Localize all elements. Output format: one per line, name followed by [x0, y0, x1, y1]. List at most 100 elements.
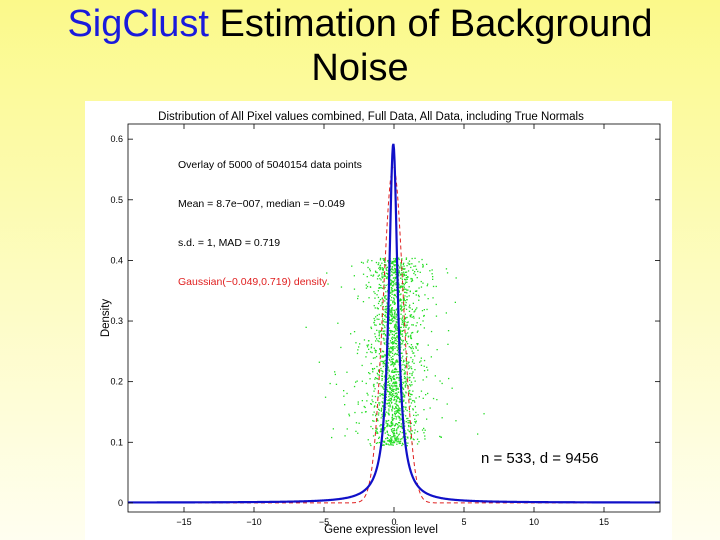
data-point [394, 264, 396, 266]
data-point [395, 325, 397, 327]
data-point [397, 426, 399, 428]
data-point [405, 392, 407, 394]
data-point [376, 294, 378, 296]
data-point [414, 421, 416, 423]
data-point [375, 324, 377, 326]
data-point [425, 376, 428, 378]
data-point [406, 361, 408, 363]
data-point [396, 382, 398, 384]
x-tick-label: −10 [246, 517, 261, 527]
data-point [403, 307, 406, 309]
figure-panel: Distribution of All Pixel values combine… [85, 101, 672, 540]
data-point [408, 365, 410, 367]
data-point [388, 370, 390, 372]
data-point [380, 410, 382, 412]
data-point [395, 392, 397, 394]
data-point [445, 312, 447, 314]
data-point [426, 263, 428, 265]
data-point [392, 394, 394, 396]
data-point [381, 409, 383, 411]
data-point [393, 375, 395, 377]
data-point [375, 340, 377, 342]
data-point [382, 320, 384, 322]
data-point [395, 371, 397, 373]
data-point [389, 424, 391, 427]
data-point [386, 430, 388, 432]
data-point [378, 262, 380, 264]
data-point [429, 270, 431, 272]
data-point [383, 332, 385, 334]
data-point [410, 337, 412, 339]
data-point [386, 423, 388, 425]
data-point [455, 420, 457, 422]
data-point [385, 411, 388, 413]
data-point [389, 295, 391, 297]
data-point [377, 396, 379, 398]
data-point [396, 397, 399, 400]
data-point [372, 357, 375, 359]
data-point [398, 438, 400, 440]
data-point [393, 334, 395, 337]
data-point [402, 436, 404, 438]
data-point [389, 314, 392, 316]
data-point [385, 308, 387, 310]
data-point [410, 332, 413, 334]
data-point [390, 304, 392, 306]
data-point [401, 285, 403, 288]
data-point [390, 361, 392, 363]
data-point [394, 411, 396, 413]
data-point [390, 260, 392, 262]
data-point [403, 360, 405, 362]
data-point [402, 315, 404, 317]
data-point [326, 272, 328, 274]
data-point [391, 363, 393, 366]
data-point [405, 366, 407, 368]
data-point [370, 326, 372, 328]
data-point [383, 360, 385, 362]
y-tick-label: 0 [118, 498, 123, 508]
data-point [397, 434, 400, 436]
data-point [399, 267, 401, 269]
data-point [372, 384, 375, 386]
data-point [392, 382, 394, 384]
data-point [379, 257, 382, 260]
data-point [395, 269, 397, 271]
data-point [395, 258, 397, 261]
data-point [421, 310, 424, 312]
data-point [392, 330, 394, 333]
y-axis-label: Density [100, 299, 112, 338]
data-point [410, 381, 413, 383]
data-point [362, 301, 365, 303]
data-point [403, 349, 405, 351]
data-point [385, 316, 387, 318]
data-point [441, 382, 443, 385]
data-point [392, 355, 394, 357]
data-point [411, 308, 413, 310]
chart-title: Distribution of All Pixel values combine… [158, 111, 584, 123]
data-point [392, 300, 394, 302]
data-point [390, 380, 393, 382]
data-point [391, 346, 394, 348]
data-point [385, 420, 387, 422]
data-point [393, 434, 395, 436]
data-point [404, 372, 406, 374]
data-point [432, 285, 435, 288]
data-point [400, 333, 402, 336]
data-point [413, 424, 415, 426]
data-point [372, 368, 374, 371]
data-point [357, 295, 359, 297]
data-point [389, 398, 391, 400]
data-point [384, 314, 387, 316]
data-point [374, 292, 376, 295]
data-point [388, 402, 390, 404]
data-point [394, 337, 397, 339]
data-point [396, 404, 399, 406]
data-point [370, 403, 373, 405]
data-point [405, 380, 407, 382]
data-point [398, 442, 400, 445]
data-point [388, 376, 391, 378]
data-point [405, 277, 407, 279]
data-point [376, 329, 378, 331]
data-point [393, 432, 395, 434]
data-point [432, 276, 434, 278]
